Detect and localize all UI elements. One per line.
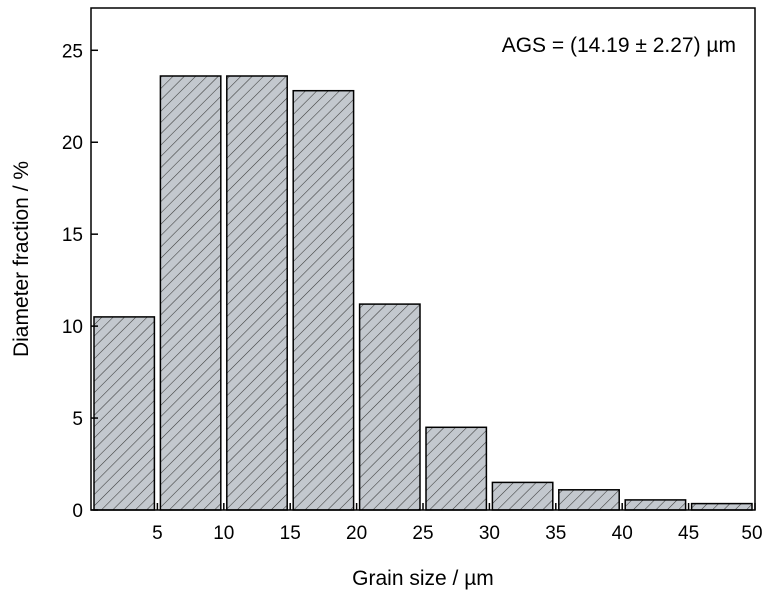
x-axis: 5 10 15 20 25 30 35 40 45 50 (152, 503, 763, 544)
y-tick-label: 0 (72, 501, 83, 522)
bar-40-45 (624, 499, 687, 511)
x-tick-label: 20 (346, 523, 367, 544)
x-tick-label: 35 (545, 523, 566, 544)
x-tick-label: 5 (152, 523, 163, 544)
bar-25-30 (425, 426, 488, 511)
bar-15-20 (292, 89, 355, 511)
y-tick-label: 10 (62, 317, 83, 338)
bar-0-5 (93, 316, 156, 511)
bar-5-10 (159, 75, 222, 511)
y-axis-label: Diameter fraction / % (10, 161, 33, 357)
x-tick-label: 30 (479, 523, 500, 544)
y-tick-label: 25 (62, 41, 83, 62)
bar-45-50 (690, 502, 753, 511)
y-axis: 0 5 10 15 20 25 (62, 41, 98, 522)
x-axis-label: Grain size / µm (352, 567, 494, 590)
x-tick-label: 50 (741, 523, 762, 544)
y-tick-label: 20 (62, 133, 83, 154)
bars-group (93, 75, 753, 511)
bar-10-15 (226, 75, 288, 511)
x-tick-label: 15 (280, 523, 301, 544)
x-tick-label: 10 (213, 523, 234, 544)
bar-35-40 (558, 489, 620, 511)
y-tick-label: 15 (62, 225, 83, 246)
bar-30-35 (491, 481, 554, 511)
bar-20-25 (358, 303, 421, 511)
y-tick-label: 5 (72, 409, 83, 430)
x-tick-label: 40 (612, 523, 633, 544)
x-tick-label: 25 (412, 523, 433, 544)
ags-annotation: AGS = (14.19 ± 2.27) µm (502, 34, 736, 57)
x-tick-label: 45 (678, 523, 699, 544)
